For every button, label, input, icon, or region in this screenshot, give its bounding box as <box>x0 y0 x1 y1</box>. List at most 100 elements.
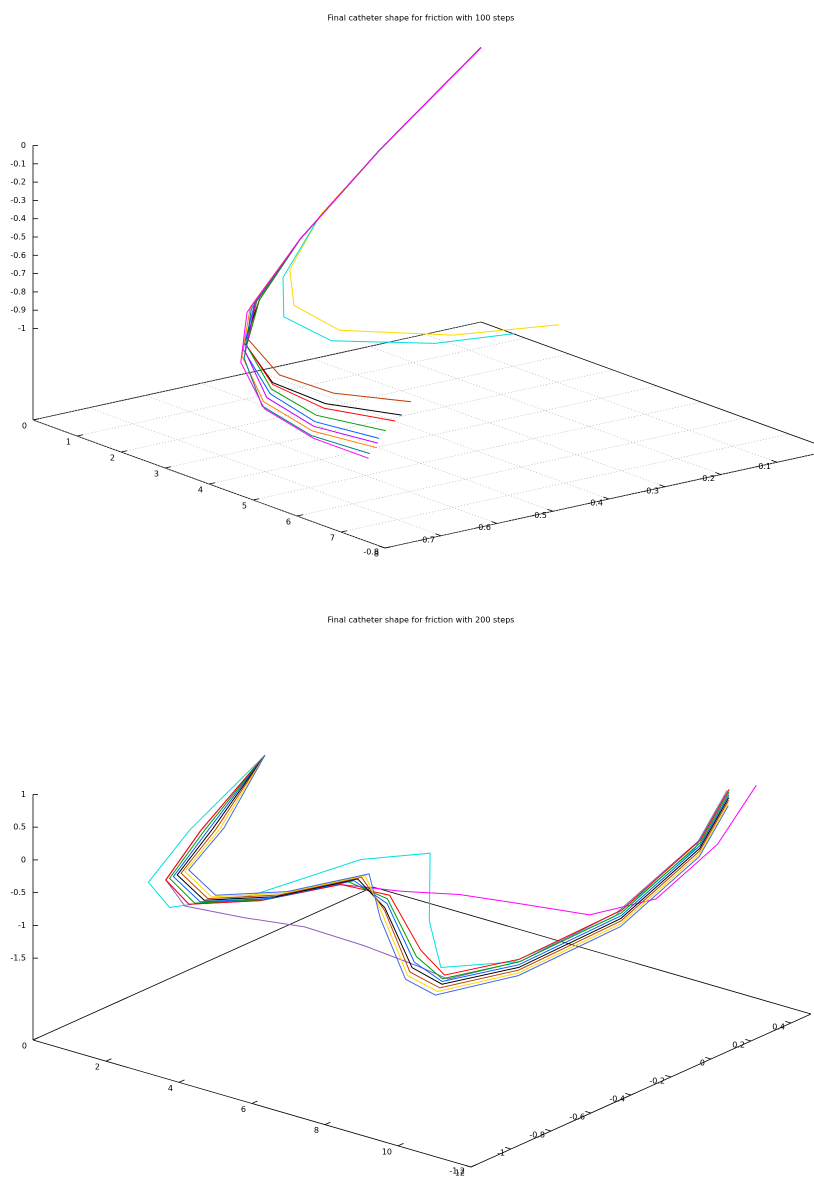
y-tick <box>659 484 666 488</box>
y-tick-label: -0.6 <box>569 1113 585 1122</box>
grid-line <box>200 382 554 512</box>
catheter-curve <box>165 754 730 976</box>
catheter-curve <box>168 754 730 980</box>
catheter-curve <box>240 47 482 459</box>
x-tick-label: 0 <box>22 1042 27 1051</box>
grid-line <box>76 337 526 437</box>
x-tick <box>384 546 391 549</box>
x-tick <box>340 530 347 533</box>
z-tick-label: -0.5 <box>10 233 26 242</box>
axis-box <box>32 886 374 1041</box>
x-tick-label: 8 <box>374 550 379 559</box>
catheter-curve <box>176 755 730 985</box>
z-tick-label: 0 <box>21 141 26 150</box>
y-tick-label: 0 <box>700 1059 705 1068</box>
grid-line <box>256 370 610 500</box>
z-tick-label: -0.3 <box>10 196 26 205</box>
catheter-curve <box>282 47 516 344</box>
grid-line <box>312 358 666 488</box>
y-tick <box>585 1110 592 1114</box>
grid-line <box>368 346 722 475</box>
catheter-curve <box>165 754 728 980</box>
y-tick-label: -0.1 <box>755 462 771 471</box>
x-tick-label: 3 <box>154 470 159 479</box>
catheter-curve <box>165 754 757 916</box>
x-tick-label: 2 <box>95 1063 100 1072</box>
grid-line <box>424 333 778 463</box>
y-tick-label: -1 <box>497 1149 505 1158</box>
chart-title: Final catheter shape for friction with 1… <box>328 14 515 23</box>
z-tick-label: -0.8 <box>10 287 26 296</box>
x-tick-label: 2 <box>110 454 115 463</box>
y-tick <box>785 1020 792 1024</box>
y-tick <box>705 1056 712 1060</box>
z-tick-label: 0.5 <box>13 823 26 832</box>
z-tick-label: -0.5 <box>10 888 26 897</box>
catheter-curve <box>184 755 729 993</box>
y-tick-label: 0.2 <box>732 1041 745 1050</box>
y-tick-label: -0.4 <box>587 499 603 508</box>
x-tick <box>208 482 215 485</box>
y-tick-label: -0.8 <box>363 548 379 557</box>
grid-line <box>32 419 386 549</box>
y-tick-label: -0.2 <box>649 1077 665 1086</box>
z-tick-label: -0.4 <box>10 214 26 223</box>
y-tick <box>715 472 722 475</box>
catheter-curve <box>147 754 726 969</box>
y-tick <box>505 1146 512 1150</box>
chart-title: Final catheter shape for friction with 2… <box>328 616 515 625</box>
x-tick-label: 10 <box>382 1147 392 1156</box>
grid-line <box>144 395 498 524</box>
y-tick-label: -1.2 <box>449 1167 465 1176</box>
x-tick-label: 4 <box>198 486 203 495</box>
x-tick <box>120 450 127 453</box>
x-tick-label: 6 <box>286 518 291 527</box>
catheter-curve <box>242 47 482 439</box>
x-tick-label: 5 <box>242 502 247 511</box>
x-tick <box>76 434 83 437</box>
z-tick-label: -0.7 <box>10 269 26 278</box>
catheter-curve <box>188 755 729 996</box>
y-tick-label: -0.4 <box>609 1095 625 1104</box>
y-tick-label: -0.2 <box>699 474 715 483</box>
x-tick-label: 7 <box>330 534 335 543</box>
grid-line <box>208 385 658 485</box>
y-tick <box>491 521 498 524</box>
catheter-curve <box>243 47 482 455</box>
catheter-curve <box>289 47 560 336</box>
x-tick <box>324 1121 331 1126</box>
z-tick-label: 1 <box>21 790 26 799</box>
y-tick <box>603 496 610 500</box>
axis-box <box>372 886 812 1015</box>
x-tick <box>105 1058 112 1062</box>
x-tick <box>178 1079 185 1083</box>
catheter-curve <box>241 47 482 449</box>
x-tick-label: 1 <box>66 438 71 447</box>
catheter-curve <box>246 47 482 422</box>
grid-line <box>164 369 614 469</box>
x-tick <box>470 1164 477 1168</box>
x-tick <box>397 1143 404 1147</box>
z-tick-label: -1 <box>18 921 26 930</box>
catheter-curve <box>247 47 482 403</box>
x-tick-label: 8 <box>314 1126 319 1135</box>
grid-line <box>88 407 442 537</box>
catheter-curve <box>180 755 730 989</box>
y-tick <box>771 459 778 463</box>
z-tick-label: 0 <box>21 855 26 864</box>
x-tick <box>251 1100 258 1104</box>
y-tick-label: -0.5 <box>531 511 547 520</box>
y-tick-label: -0.7 <box>419 535 435 544</box>
z-tick-label: -1 <box>18 324 26 333</box>
y-tick <box>465 1164 472 1168</box>
x-tick <box>296 514 303 517</box>
z-tick-label: -0.2 <box>10 178 26 187</box>
axis-box <box>470 1013 812 1168</box>
y-tick-label: -0.3 <box>643 486 659 495</box>
y-tick <box>545 1128 552 1132</box>
y-tick <box>745 1038 752 1042</box>
x-tick <box>164 466 171 469</box>
x-tick-label: 0 <box>22 422 27 431</box>
z-tick-label: -0.9 <box>10 306 26 315</box>
